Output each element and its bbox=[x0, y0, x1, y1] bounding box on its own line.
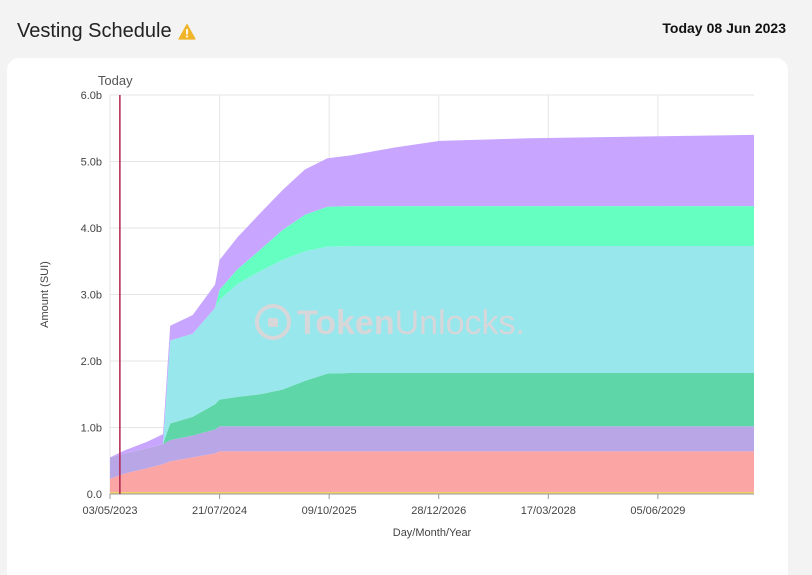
today-date-value: 08 Jun 2023 bbox=[706, 20, 786, 36]
x-tick-label: 03/05/2023 bbox=[82, 505, 137, 517]
watermark-text: TokenUnlocks. bbox=[297, 304, 525, 342]
watermark-lock-icon bbox=[255, 304, 291, 340]
x-tick-label: 21/07/2024 bbox=[192, 505, 247, 517]
y-axis-label: Amount (SUI) bbox=[39, 261, 51, 328]
chart-areas bbox=[110, 134, 754, 494]
area-series-3[interactable] bbox=[110, 426, 754, 479]
watermark-lock-body bbox=[268, 318, 278, 327]
today-date: Today 08 Jun 2023 bbox=[662, 20, 786, 36]
today-prefix: Today bbox=[662, 20, 703, 36]
x-tick-label: 17/03/2028 bbox=[521, 505, 576, 517]
title-text: Vesting Schedule bbox=[17, 20, 172, 42]
y-tick-label: 4.0b bbox=[81, 223, 102, 235]
header: Vesting Schedule Today 08 Jun 2023 bbox=[0, 0, 812, 56]
watermark-text-b: Unlocks. bbox=[395, 304, 525, 342]
y-tick-label: 6.0b bbox=[81, 90, 102, 102]
x-tick-label: 28/12/2026 bbox=[411, 505, 466, 517]
x-tick-label: 09/10/2025 bbox=[302, 505, 357, 517]
watermark: TokenUnlocks. bbox=[255, 304, 525, 342]
today-marker: Today bbox=[98, 73, 133, 494]
y-tick-label: 3.0b bbox=[81, 290, 102, 302]
x-tick-label: 05/06/2029 bbox=[630, 505, 685, 517]
area-series-6[interactable] bbox=[110, 206, 754, 458]
y-tick-label: 1.0b bbox=[81, 423, 102, 435]
y-tick-label: 2.0b bbox=[81, 356, 102, 368]
watermark-text-a: Token bbox=[297, 304, 395, 342]
area-series-7[interactable] bbox=[110, 134, 754, 458]
area-series-5[interactable] bbox=[110, 246, 754, 458]
page-title: Vesting Schedule bbox=[17, 20, 196, 43]
warning-icon[interactable] bbox=[177, 23, 196, 41]
y-tick-label: 5.0b bbox=[81, 157, 102, 169]
today-label: Today bbox=[98, 73, 133, 88]
area-series-4[interactable] bbox=[110, 373, 754, 458]
x-axis-label: Day/Month/Year bbox=[393, 527, 472, 539]
chart-axes: 0.0 1.0b 2.0b 3.0b 4.0b 5.0b 6.0b 03/05/2023 21/… bbox=[39, 90, 754, 539]
y-tick-label: 0.0 bbox=[87, 489, 102, 501]
area-series-2[interactable] bbox=[110, 451, 754, 492]
